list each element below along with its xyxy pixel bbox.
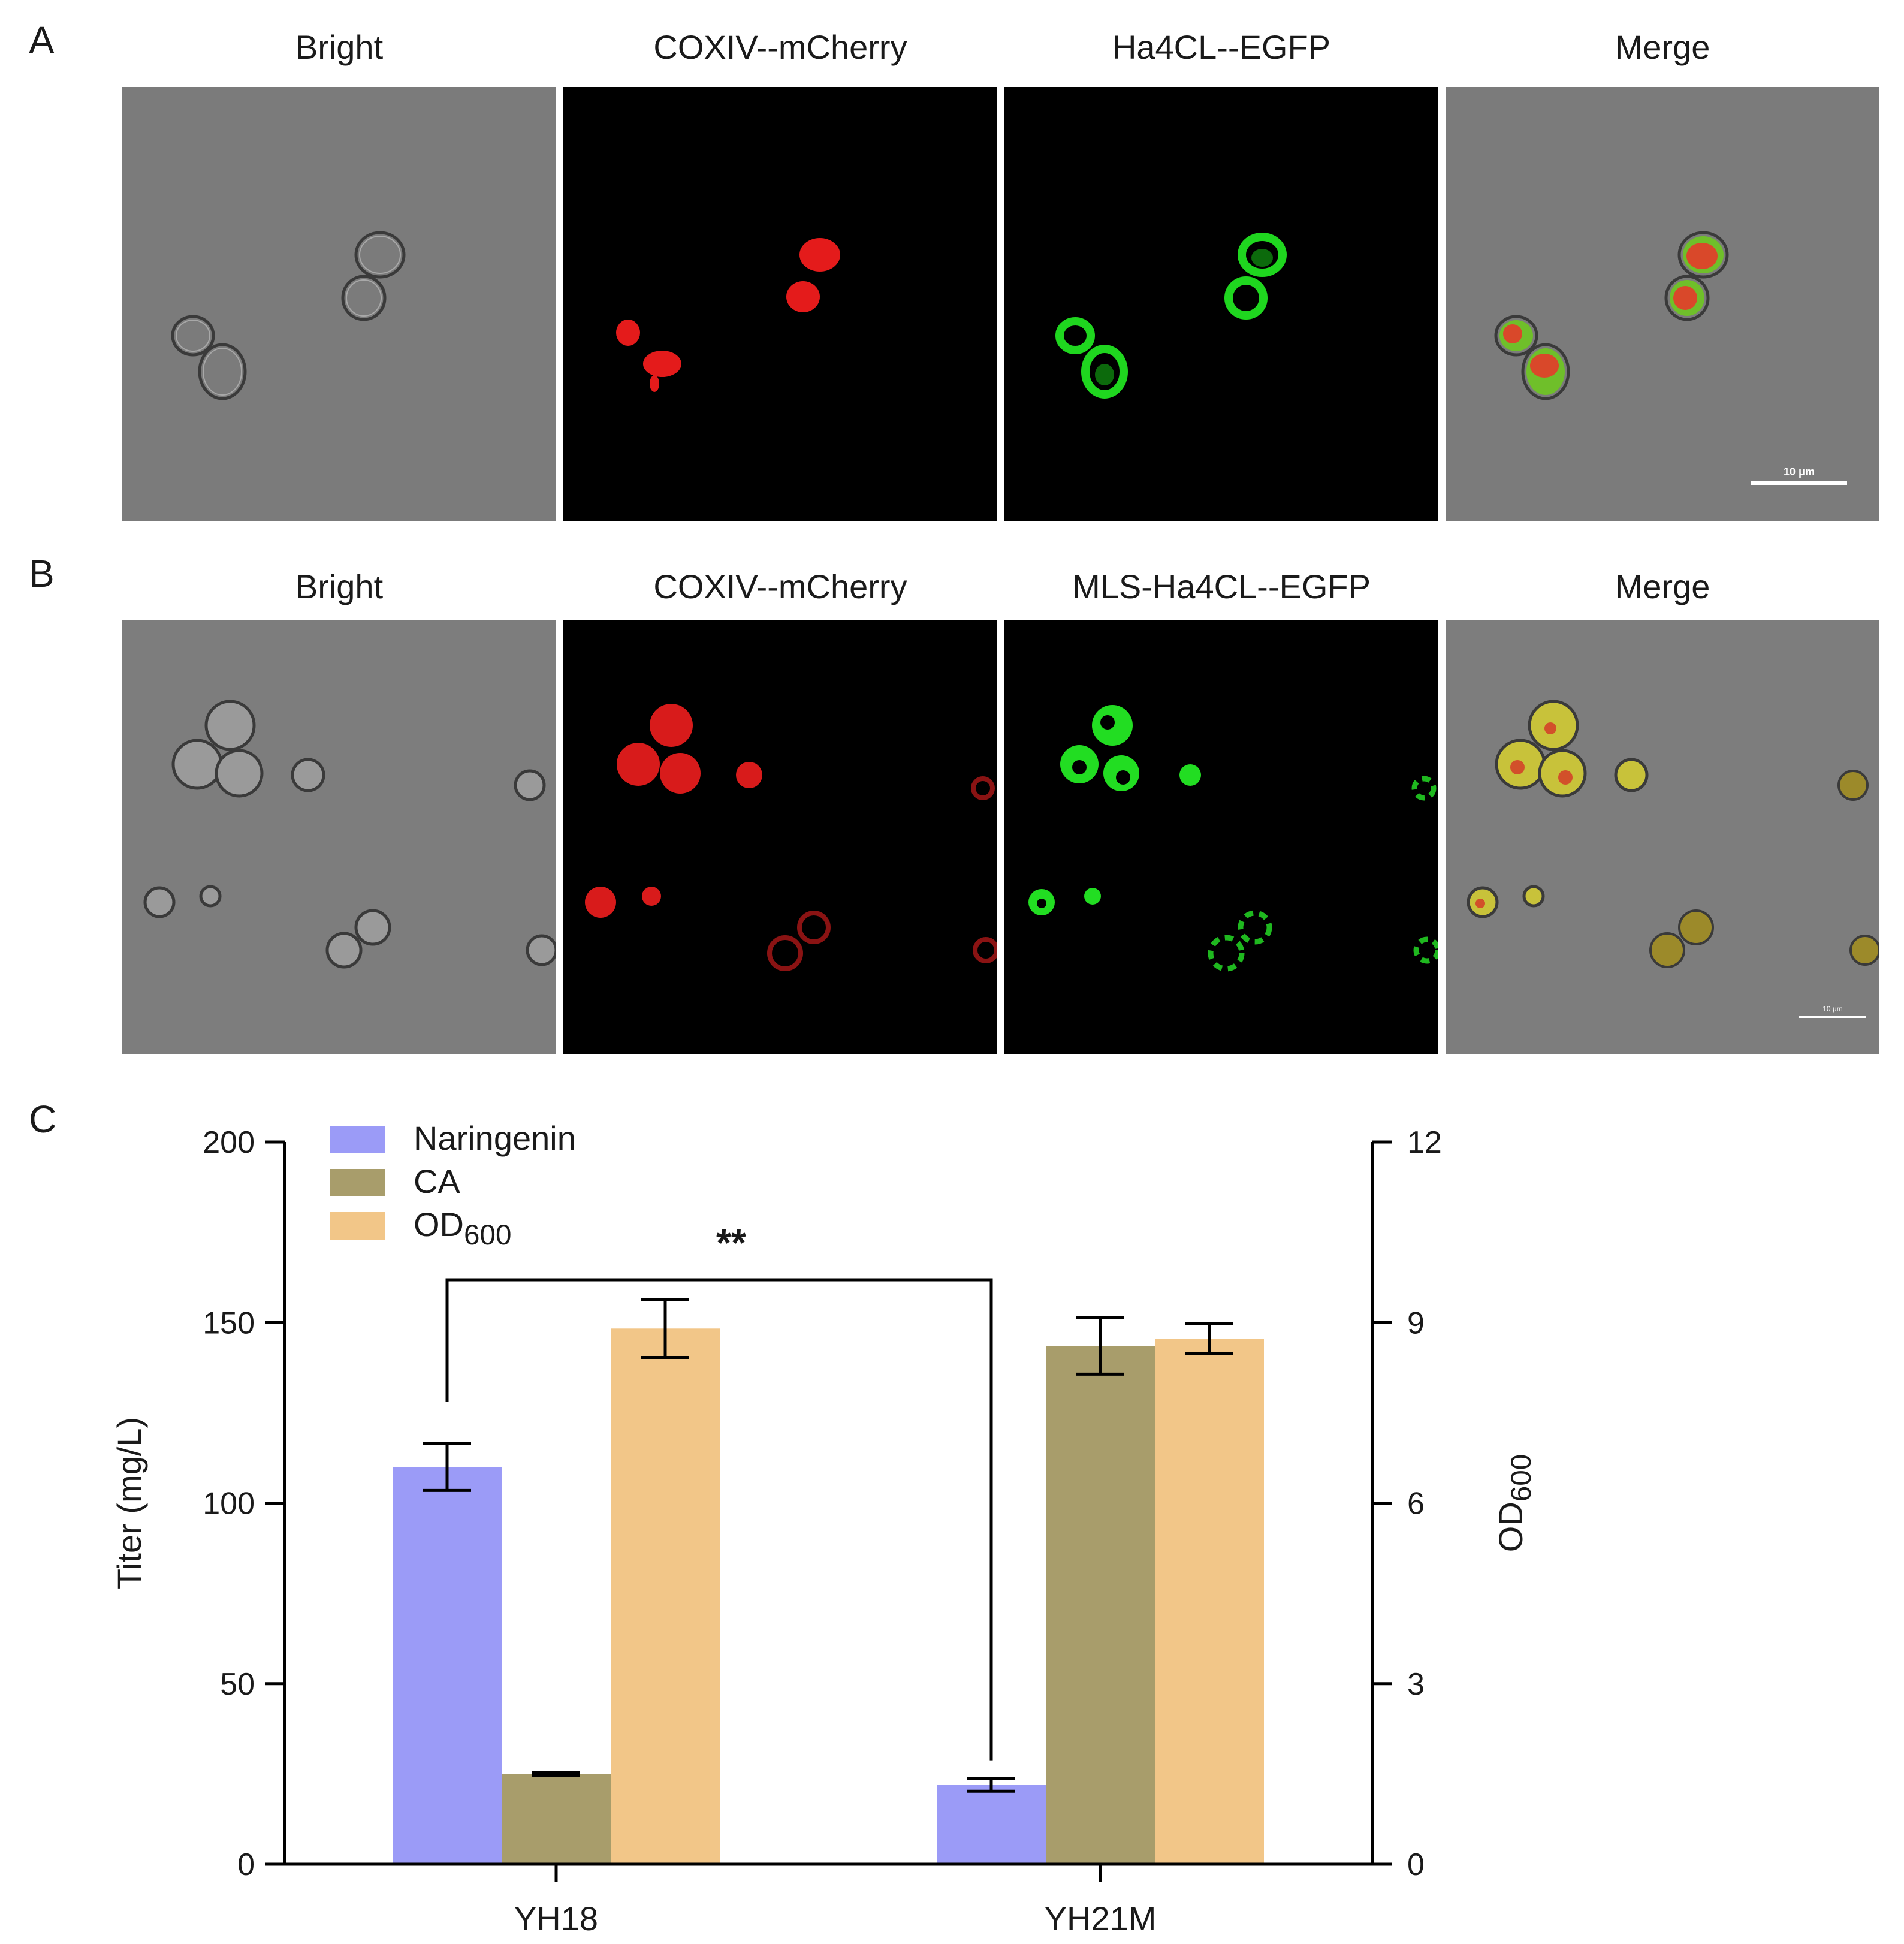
y-tick-label-left-150: 150 xyxy=(203,1306,255,1340)
legend-swatch-naringenin xyxy=(330,1126,385,1153)
significance-bracket xyxy=(445,1278,993,1761)
x-tick-label-yh18: YH18 xyxy=(514,1900,598,1937)
panel-a-scale-bar-label: 10 μm xyxy=(1784,466,1815,478)
bar-od600-yh21m xyxy=(1155,1339,1264,1864)
x-tick-label-yh21m: YH21M xyxy=(1045,1900,1157,1937)
error-bar-od600-yh21m xyxy=(1185,1322,1233,1355)
panel-a-mcherry-image xyxy=(563,87,997,521)
legend-label-naringenin: Naringenin xyxy=(414,1119,576,1157)
legend-swatch-ca xyxy=(330,1169,385,1196)
labels-layer: 0 50 100 150 200 0 3 6 9 12 YH18 YH21M Titer (mg/L) O… xyxy=(110,1125,1537,1937)
y-tick-label-right-3: 3 xyxy=(1407,1667,1425,1702)
panel-b-col-title-merge: Merge xyxy=(1615,568,1710,605)
panel-b-egfp-image xyxy=(1004,620,1438,1054)
y-tick-label-right-9: 9 xyxy=(1407,1306,1425,1340)
bar-chart: 0 50 100 150 200 0 3 6 9 12 YH18 YH21M Titer (mg/L) O… xyxy=(110,1119,1537,1937)
panel-b-col-title-egfp: MLS-Ha4CL--EGFP xyxy=(1072,568,1371,605)
panel-b-bright-image xyxy=(122,620,556,1054)
legend-label-od600: OD600 xyxy=(414,1205,511,1251)
panel-label-c: C xyxy=(29,1098,57,1141)
panel-a-merge-image: 10 μm xyxy=(1446,87,1879,521)
y-axis-right-title: OD600 xyxy=(1492,1454,1537,1552)
bar-naringenin-yh18 xyxy=(393,1467,502,1864)
y-tick-label-right-0: 0 xyxy=(1407,1847,1425,1882)
panel-b-col-title-bright: Bright xyxy=(295,568,384,605)
panel-b-scale-bar-label: 10 μm xyxy=(1822,1005,1843,1013)
y-axis-left-title: Titer (mg/L) xyxy=(110,1417,148,1589)
legend-label-ca: CA xyxy=(414,1162,460,1200)
error-bar-naringenin-yh21m xyxy=(967,1777,1015,1793)
y-tick-label-left-100: 100 xyxy=(203,1487,255,1521)
panel-b-merge-image: 10 μm xyxy=(1446,620,1879,1054)
error-bar-ca-yh21m xyxy=(1076,1316,1124,1376)
panel-label-b: B xyxy=(29,552,55,595)
bar-naringenin-yh21m xyxy=(937,1785,1046,1864)
panel-a-col-title-merge: Merge xyxy=(1615,28,1710,66)
error-bars-layer xyxy=(423,1298,1233,1793)
panel-b-mcherry-image xyxy=(563,620,997,1054)
axes-layer xyxy=(265,1140,1392,1882)
y-tick-label-right-12: 12 xyxy=(1407,1125,1442,1160)
panel-a-col-title-bright: Bright xyxy=(295,28,384,66)
error-bar-naringenin-yh18 xyxy=(423,1442,471,1492)
error-bar-od600-yh18 xyxy=(641,1298,689,1359)
bars-layer xyxy=(393,1328,1264,1864)
panel-a-egfp-image xyxy=(1004,87,1438,521)
significance-label: ** xyxy=(716,1221,746,1264)
legend-swatch-od600 xyxy=(330,1212,385,1240)
y-tick-label-right-6: 6 xyxy=(1407,1487,1425,1521)
error-bar-ca-yh18 xyxy=(532,1771,580,1777)
panel-label-a: A xyxy=(29,19,55,62)
bar-od600-yh18 xyxy=(611,1328,720,1864)
significance-bracket-line xyxy=(445,1278,993,1761)
legend: Naringenin CA OD600 xyxy=(330,1119,576,1251)
y-tick-label-left-200: 200 xyxy=(203,1125,255,1160)
panel-a-bright-image xyxy=(122,87,556,521)
panel-a-col-title-egfp: Ha4CL--EGFP xyxy=(1112,28,1331,66)
panel-b-col-title-mcherry: COXIV--mCherry xyxy=(653,568,907,605)
bar-ca-yh18 xyxy=(502,1774,611,1864)
y-tick-label-left-0: 0 xyxy=(237,1847,255,1882)
panel-a-col-title-mcherry: COXIV--mCherry xyxy=(653,28,907,66)
y-tick-label-left-50: 50 xyxy=(220,1667,255,1702)
bar-ca-yh21m xyxy=(1046,1346,1155,1864)
